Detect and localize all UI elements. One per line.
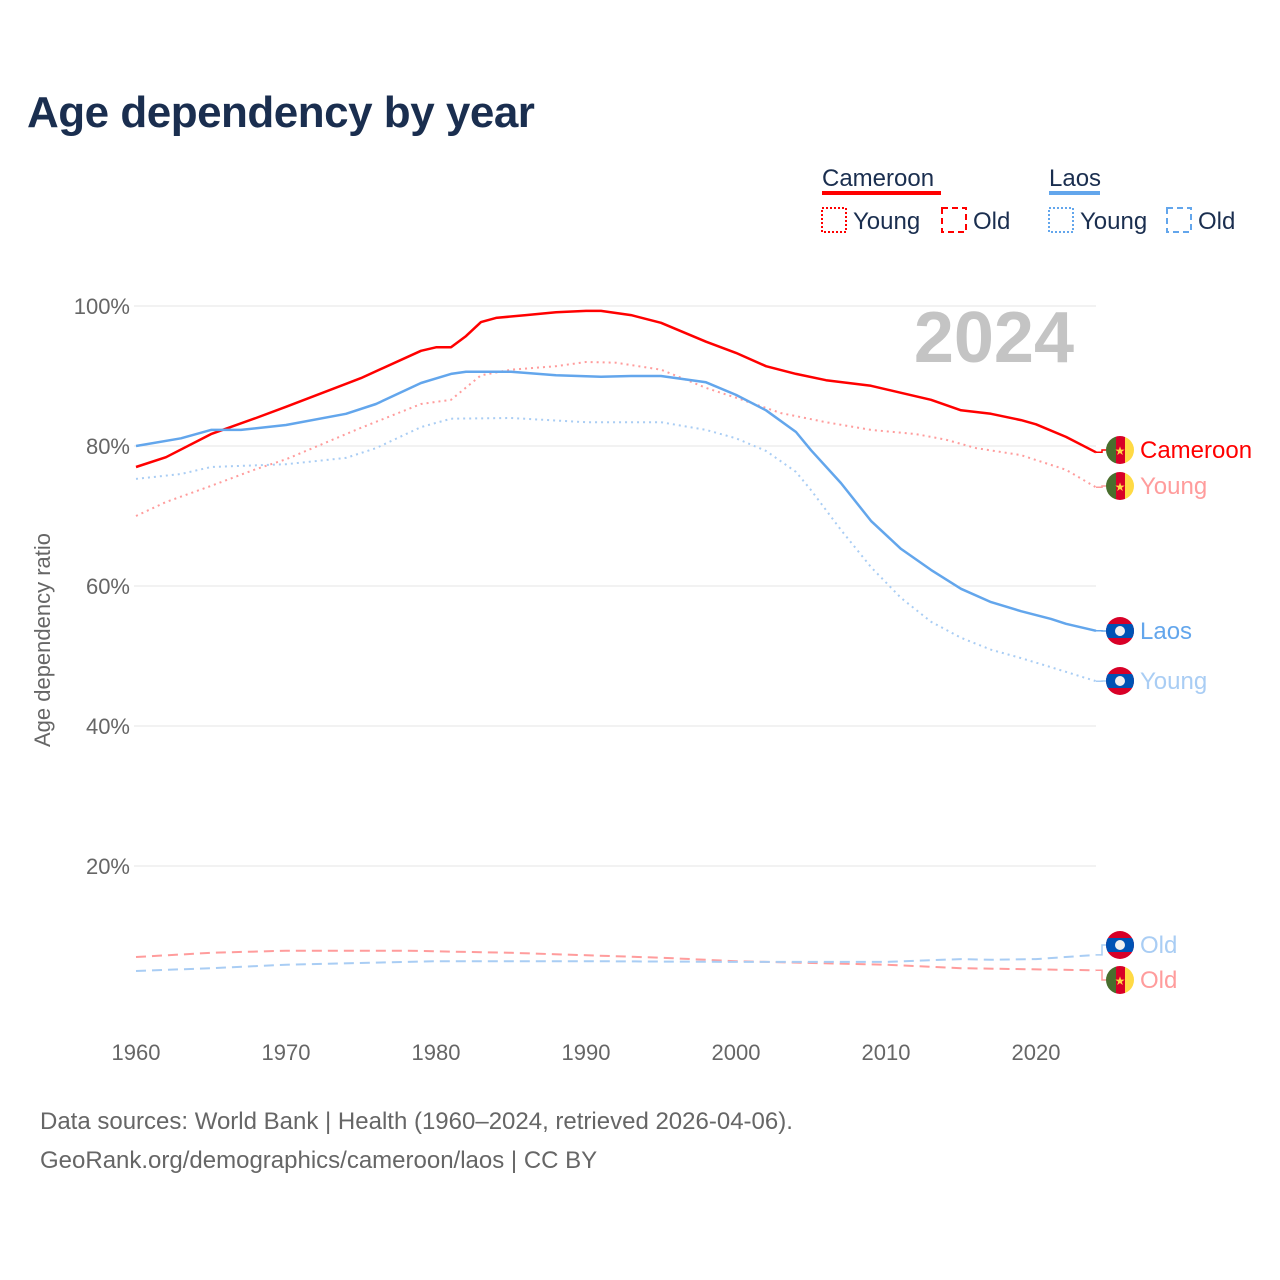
series-line-cameroon-old [135, 949, 1097, 972]
flag-body: ★ [1106, 436, 1134, 464]
year-watermark: 2024 [914, 298, 1074, 378]
end-label: Old [1140, 967, 1177, 994]
end-label: Old [1140, 932, 1177, 959]
legend-item-young: Young [853, 208, 920, 235]
legend-item-old: Old [973, 208, 1010, 235]
legend-swatch-young [1048, 207, 1074, 233]
series-line-laos [135, 370, 1097, 633]
flag-stripe [1125, 436, 1134, 464]
series-line-cameroon [135, 309, 1097, 469]
flag-stripe [1106, 436, 1116, 464]
flag-stripe [1125, 966, 1134, 994]
x-tick-label: 1990 [562, 1040, 611, 1065]
end-label: Cameroon [1140, 437, 1252, 464]
flag-body [1106, 667, 1134, 695]
flag-stripe [1106, 472, 1116, 500]
laos-flag-icon [1106, 617, 1134, 645]
end-label: Young [1140, 473, 1207, 500]
y-tick-label: 60% [86, 574, 130, 599]
data-sources: Data sources: World Bank | Health (1960–… [40, 1108, 793, 1135]
flag-body [1106, 617, 1134, 645]
legend-swatch-young [821, 207, 847, 233]
x-tick-label: 1980 [412, 1040, 461, 1065]
chart-title: Age dependency by year [27, 88, 535, 137]
x-tick-label: 2020 [1012, 1040, 1061, 1065]
flag-body: ★ [1106, 472, 1134, 500]
laos-flag-icon [1106, 931, 1134, 959]
legend-country-laos: Laos [1049, 165, 1101, 192]
series-line-laos-old [135, 953, 1097, 972]
y-axis-label: Age dependency ratio [30, 533, 55, 747]
legend-country-cameroon: Cameroon [822, 165, 934, 192]
leader-line [1096, 944, 1106, 956]
y-tick-label: 100% [74, 294, 130, 319]
flag-disc [1115, 940, 1125, 950]
leader-line [1096, 485, 1106, 489]
flag-disc [1115, 676, 1125, 686]
series-line-cameroon-young [135, 361, 1097, 517]
x-tick-label: 1960 [112, 1040, 161, 1065]
end-label: Young [1140, 668, 1207, 695]
flag-stripe [1116, 436, 1125, 464]
end-label: Laos [1140, 618, 1192, 645]
credit-link[interactable]: GeoRank.org/demographics/cameroon/laos |… [40, 1147, 598, 1174]
x-tick-label: 1970 [262, 1040, 311, 1065]
flag-stripe [1106, 966, 1116, 994]
flag-stripe [1116, 966, 1125, 994]
flag-body: ★ [1106, 966, 1134, 994]
laos-flag-icon [1106, 667, 1134, 695]
star-icon: ★ [1115, 974, 1126, 988]
x-tick-label: 2000 [712, 1040, 761, 1065]
legend-item-old: Old [1198, 208, 1235, 235]
legend-swatch-old [941, 207, 967, 233]
leader-line [1096, 969, 1106, 981]
flag-stripe [1125, 472, 1134, 500]
y-tick-label: 40% [86, 714, 130, 739]
legend-swatch-old [1166, 207, 1192, 233]
legend-item-young: Young [1080, 208, 1147, 235]
cameroon-flag-icon: ★ [1106, 472, 1134, 500]
cameroon-flag-icon: ★ [1106, 966, 1134, 994]
flag-body [1106, 931, 1134, 959]
y-tick-label: 20% [86, 854, 130, 879]
leader-line [1096, 449, 1106, 454]
y-tick-label: 80% [86, 434, 130, 459]
series-line-laos-young [135, 417, 1097, 683]
x-tick-label: 2010 [862, 1040, 911, 1065]
cameroon-flag-icon: ★ [1106, 436, 1134, 464]
star-icon: ★ [1115, 444, 1126, 458]
flag-disc [1115, 626, 1125, 636]
star-icon: ★ [1115, 480, 1126, 494]
flag-stripe [1116, 472, 1125, 500]
